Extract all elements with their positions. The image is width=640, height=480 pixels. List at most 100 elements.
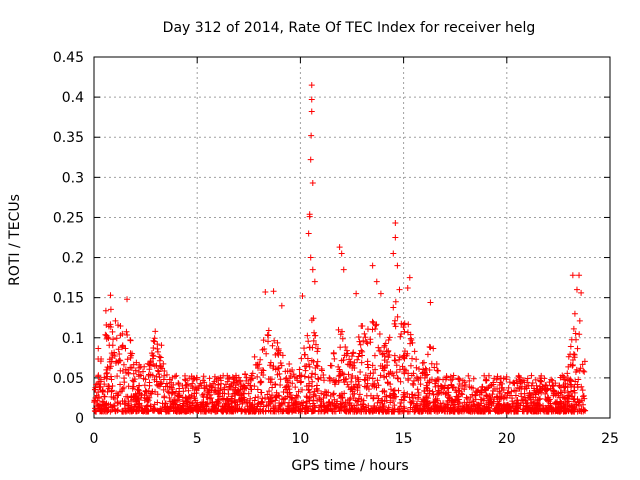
data-point bbox=[247, 375, 254, 382]
data-point bbox=[503, 408, 510, 415]
data-point bbox=[451, 408, 458, 415]
data-point bbox=[355, 334, 362, 341]
data-point bbox=[154, 348, 161, 355]
data-point bbox=[381, 374, 388, 381]
data-point bbox=[491, 396, 498, 403]
data-point bbox=[224, 378, 231, 385]
data-point bbox=[518, 393, 525, 400]
data-point bbox=[462, 381, 469, 388]
data-point bbox=[506, 404, 513, 411]
data-point bbox=[229, 393, 236, 400]
data-point bbox=[259, 395, 266, 402]
data-point bbox=[294, 393, 301, 400]
data-point bbox=[99, 398, 106, 405]
data-point bbox=[302, 404, 309, 411]
data-point bbox=[116, 350, 123, 357]
data-point bbox=[430, 391, 437, 398]
data-point bbox=[154, 367, 161, 374]
data-point bbox=[524, 379, 531, 386]
data-point bbox=[450, 372, 457, 379]
data-point bbox=[283, 407, 290, 414]
data-point bbox=[317, 374, 324, 381]
data-point bbox=[435, 376, 442, 383]
data-point bbox=[571, 398, 578, 405]
data-point bbox=[545, 398, 552, 405]
data-point bbox=[578, 289, 585, 296]
data-point bbox=[522, 383, 529, 390]
data-point bbox=[320, 377, 327, 384]
data-point bbox=[483, 376, 490, 383]
data-point bbox=[146, 379, 153, 386]
data-point bbox=[415, 389, 422, 396]
data-point bbox=[311, 329, 318, 336]
data-point bbox=[308, 132, 315, 139]
data-point bbox=[574, 381, 581, 388]
data-point bbox=[93, 381, 100, 388]
data-point bbox=[324, 402, 331, 409]
data-point bbox=[161, 367, 168, 374]
data-point bbox=[338, 357, 345, 364]
data-point bbox=[504, 389, 511, 396]
data-point bbox=[200, 393, 207, 400]
data-point bbox=[427, 299, 434, 306]
data-point bbox=[436, 407, 443, 414]
data-point bbox=[391, 387, 398, 394]
data-point bbox=[405, 321, 412, 328]
data-point bbox=[381, 365, 388, 372]
data-point bbox=[134, 397, 141, 404]
data-point bbox=[355, 353, 362, 360]
data-point bbox=[143, 395, 150, 402]
data-point bbox=[306, 344, 313, 351]
data-point bbox=[329, 400, 336, 407]
data-point bbox=[318, 367, 325, 374]
data-point bbox=[238, 383, 245, 390]
data-point bbox=[95, 345, 102, 352]
data-point bbox=[310, 391, 317, 398]
data-point bbox=[305, 382, 312, 389]
data-point bbox=[306, 363, 313, 370]
data-point bbox=[265, 332, 272, 339]
data-point bbox=[105, 383, 112, 390]
data-point bbox=[426, 377, 433, 384]
data-point bbox=[520, 396, 527, 403]
data-point bbox=[248, 386, 255, 393]
data-point bbox=[318, 390, 325, 397]
data-point bbox=[459, 391, 466, 398]
data-point bbox=[451, 399, 458, 406]
data-point bbox=[142, 387, 149, 394]
data-point bbox=[372, 366, 379, 373]
data-point bbox=[567, 351, 574, 358]
data-point bbox=[128, 364, 135, 371]
data-point bbox=[324, 408, 331, 415]
data-point bbox=[111, 395, 118, 402]
data-point bbox=[426, 387, 433, 394]
data-point bbox=[144, 406, 151, 413]
data-point bbox=[514, 380, 521, 387]
data-point bbox=[505, 384, 512, 391]
data-point bbox=[147, 362, 154, 369]
data-point bbox=[339, 394, 346, 401]
data-point bbox=[149, 352, 156, 359]
data-point bbox=[101, 381, 108, 388]
data-point bbox=[443, 390, 450, 397]
data-point bbox=[546, 379, 553, 386]
data-point bbox=[305, 374, 312, 381]
data-point bbox=[342, 343, 349, 350]
data-point bbox=[280, 389, 287, 395]
data-point bbox=[269, 398, 276, 405]
data-point bbox=[379, 351, 386, 358]
data-point bbox=[173, 388, 180, 395]
data-point bbox=[232, 406, 239, 413]
data-point bbox=[569, 272, 576, 279]
data-point bbox=[286, 403, 293, 410]
data-point bbox=[151, 401, 158, 408]
data-point bbox=[326, 399, 333, 406]
data-point bbox=[232, 372, 239, 379]
data-point bbox=[407, 398, 414, 405]
data-point bbox=[112, 317, 119, 324]
data-point bbox=[310, 358, 317, 365]
data-point bbox=[414, 386, 421, 393]
data-point bbox=[128, 408, 135, 415]
data-point bbox=[570, 325, 577, 332]
data-point bbox=[369, 362, 376, 369]
